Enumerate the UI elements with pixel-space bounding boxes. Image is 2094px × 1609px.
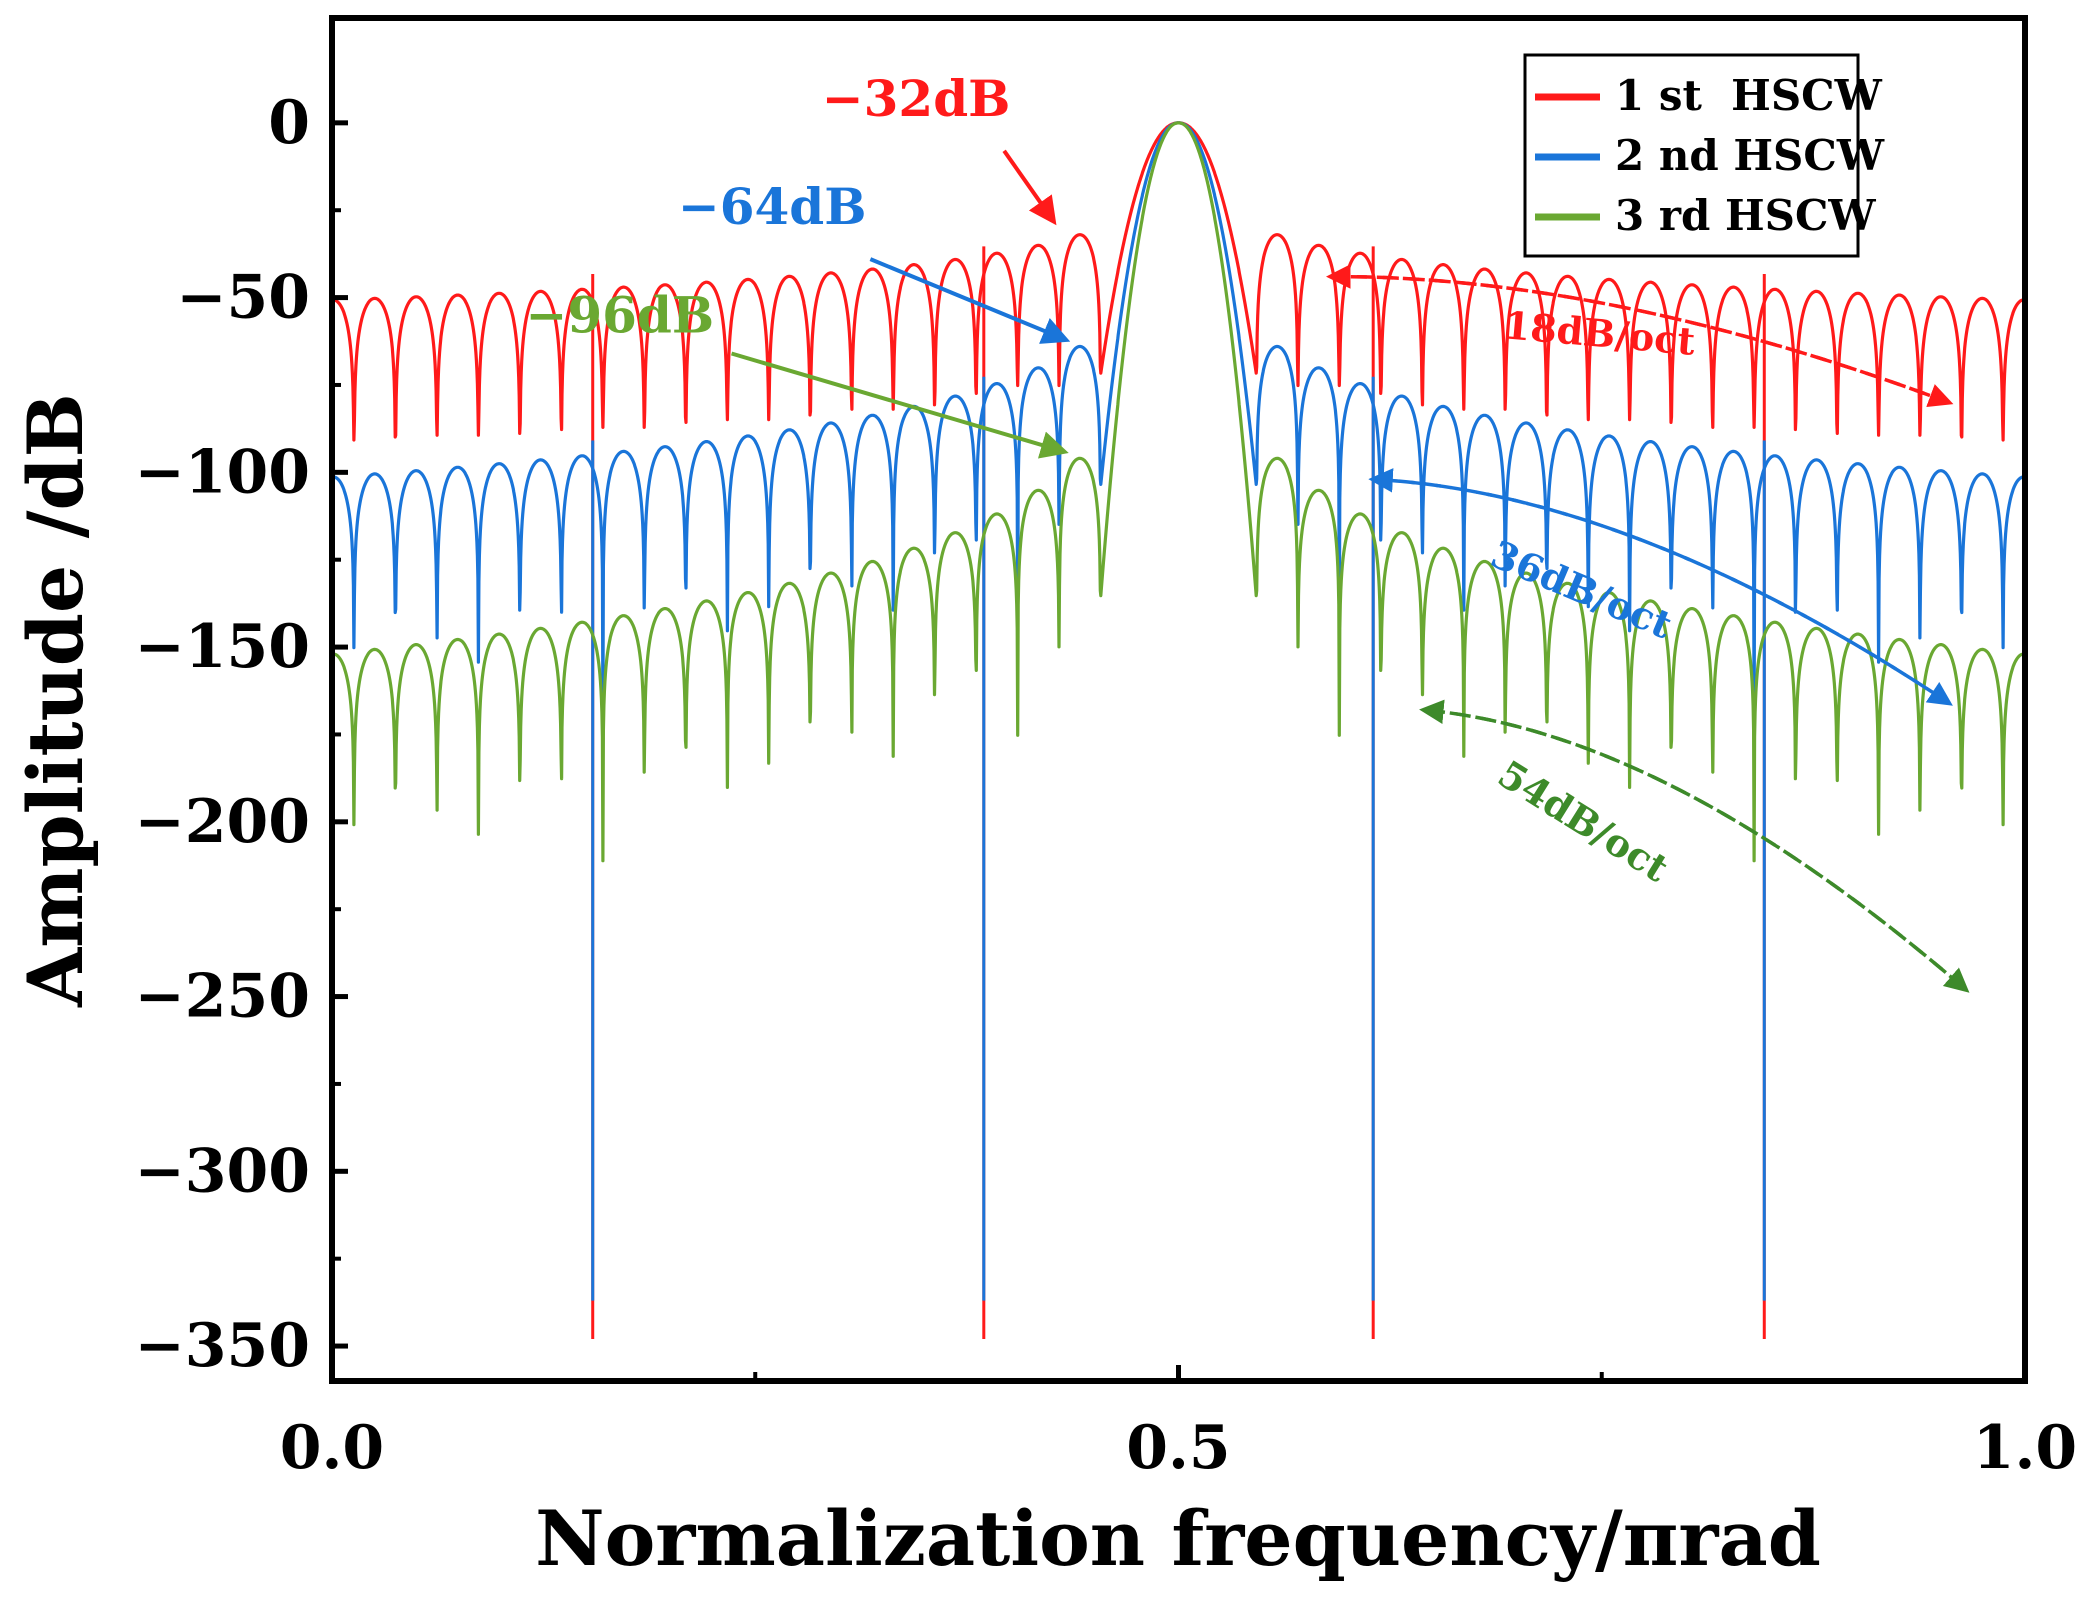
y-tick-label: −200	[134, 787, 310, 857]
y-tick-label: −150	[134, 612, 310, 682]
x-tick-label: 0.5	[1126, 1413, 1230, 1483]
y-tick-label: −350	[134, 1311, 310, 1381]
rolloff-arrow-end	[1373, 477, 1953, 706]
axis-ticks	[329, 120, 2028, 1381]
y-tick-label: −50	[176, 263, 310, 333]
annotation-arrow	[730, 351, 1069, 459]
y-axis-label: Amplitude /dB	[11, 393, 100, 1008]
y-tick-label: −100	[134, 437, 310, 507]
annotation-label-a32: −32dB	[822, 69, 1011, 128]
y-tick-label: 0	[268, 88, 310, 158]
annotation-label-r18: 18dB/oct	[1502, 302, 1697, 364]
y-tick-label: −250	[134, 962, 310, 1032]
legend-label-2: 2 nd HSCW	[1615, 131, 1885, 180]
annotation-label-a96: −96dB	[525, 286, 714, 345]
rolloff-arrow-end	[1423, 708, 1970, 993]
rolloff-arrow-end	[1330, 274, 1954, 408]
rolloff-arrow	[1368, 468, 1950, 705]
legend-label-1: 1 st HSCW	[1615, 71, 1883, 120]
legend: 1 st HSCW 2 nd HSCW 3 rd HSCW	[1523, 53, 1885, 258]
y-tick-labels: 0 −50 −100 −150 −200 −250 −300 −350	[134, 88, 310, 1381]
y-tick-label: −300	[134, 1136, 310, 1206]
x-tick-label: 0.0	[280, 1413, 384, 1483]
x-tick-label: 1.0	[1973, 1413, 2077, 1483]
legend-label-3: 3 rd HSCW	[1615, 191, 1876, 240]
rolloff-arrow	[1419, 699, 1967, 991]
series-line-3	[332, 121, 2025, 863]
annotation-label-a64: −64dB	[678, 177, 867, 236]
x-tick-labels: 0.0 0.5 1.0	[280, 1413, 2077, 1483]
annotation-arrow	[869, 257, 1071, 344]
x-axis-label: Normalization frequency/πrad	[535, 1494, 1821, 1583]
annotation-arrow	[1002, 149, 1057, 226]
annotation-label-r54: 54dB/oct	[1490, 751, 1677, 891]
